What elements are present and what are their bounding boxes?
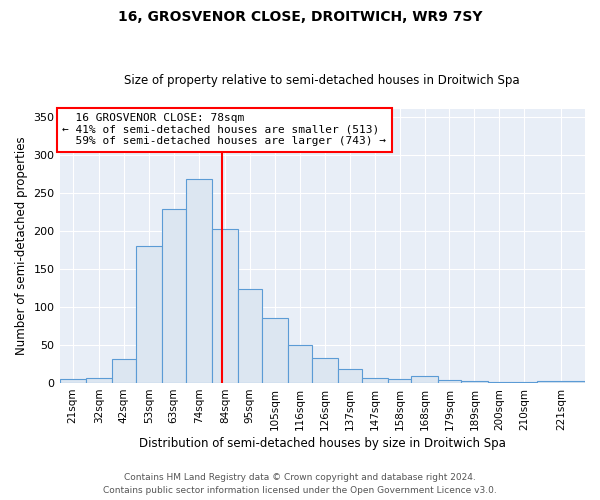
Bar: [538, 381, 585, 383]
Bar: [59, 380, 86, 383]
Bar: [511, 382, 538, 383]
Bar: [338, 368, 362, 383]
Bar: [136, 246, 162, 383]
Bar: [185, 179, 212, 383]
Bar: [461, 381, 488, 383]
Bar: [112, 358, 136, 383]
Bar: [388, 380, 412, 383]
Bar: [262, 318, 288, 383]
Title: Size of property relative to semi-detached houses in Droitwich Spa: Size of property relative to semi-detach…: [124, 74, 520, 87]
Bar: [362, 378, 388, 383]
Bar: [162, 210, 185, 383]
Bar: [288, 345, 311, 383]
Bar: [86, 378, 112, 383]
Bar: [437, 380, 461, 383]
Bar: [311, 358, 338, 383]
Bar: [212, 228, 238, 383]
Y-axis label: Number of semi-detached properties: Number of semi-detached properties: [15, 136, 28, 356]
X-axis label: Distribution of semi-detached houses by size in Droitwich Spa: Distribution of semi-detached houses by …: [139, 437, 506, 450]
Text: 16 GROSVENOR CLOSE: 78sqm
← 41% of semi-detached houses are smaller (513)
  59% : 16 GROSVENOR CLOSE: 78sqm ← 41% of semi-…: [62, 113, 386, 146]
Bar: [488, 382, 511, 383]
Bar: [238, 288, 262, 383]
Bar: [412, 376, 437, 383]
Text: Contains HM Land Registry data © Crown copyright and database right 2024.
Contai: Contains HM Land Registry data © Crown c…: [103, 474, 497, 495]
Text: 16, GROSVENOR CLOSE, DROITWICH, WR9 7SY: 16, GROSVENOR CLOSE, DROITWICH, WR9 7SY: [118, 10, 482, 24]
